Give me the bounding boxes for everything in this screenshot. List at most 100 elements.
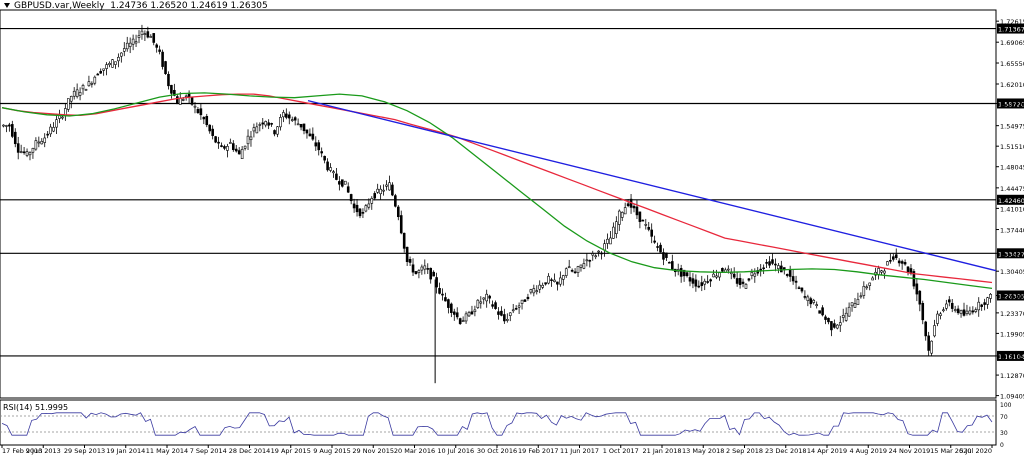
candle-body — [974, 309, 978, 312]
candle-body — [87, 81, 91, 87]
candle-body — [609, 237, 612, 245]
candle-body — [326, 161, 329, 171]
candle-body — [16, 143, 20, 153]
candle-body — [99, 71, 103, 74]
y-tick-label: 1.23370 — [1000, 310, 1024, 318]
candle-body — [184, 95, 188, 98]
candle-body — [868, 282, 872, 286]
candle-body — [317, 142, 321, 151]
candle-body — [567, 266, 571, 269]
candle-body — [234, 148, 238, 152]
candle-body — [467, 312, 471, 317]
candle-body — [208, 124, 212, 132]
candle-body — [411, 264, 415, 273]
candle-body — [479, 301, 483, 304]
y-tick-label: 1.37440 — [1000, 227, 1024, 235]
candle-body — [600, 252, 603, 255]
x-tick-label: 19 Feb 2017 — [518, 447, 558, 455]
candle-body — [950, 302, 954, 309]
candle-body — [261, 122, 265, 125]
candle-body — [11, 124, 14, 137]
candle-body — [650, 229, 653, 237]
candle-body — [96, 73, 100, 76]
moving-averages — [1, 92, 993, 290]
level-price-tag — [997, 98, 1024, 109]
candle-body — [688, 277, 692, 282]
candle-body — [202, 116, 206, 120]
candle-body — [181, 99, 185, 101]
candle-body — [741, 281, 745, 284]
candle-body — [423, 265, 427, 270]
candle-body — [706, 281, 709, 283]
x-tick-label: 20 Mar 2016 — [394, 447, 435, 455]
candle-body — [718, 272, 721, 278]
candle-body — [190, 97, 194, 105]
candle-body — [361, 212, 365, 214]
collapse-triangle-icon[interactable] — [4, 3, 10, 8]
candle-body — [25, 151, 29, 156]
candle-body — [771, 259, 774, 264]
candle-body — [983, 302, 986, 305]
candle-body — [721, 267, 724, 272]
y-tick-label: 1.26305 — [1000, 292, 1024, 300]
candle-body — [656, 246, 659, 248]
candle-body — [358, 208, 362, 217]
candle-body — [435, 277, 438, 288]
candle-body — [338, 181, 341, 185]
candle-body — [550, 279, 553, 281]
price-plot-area[interactable] — [0, 9, 997, 399]
candle-body — [117, 56, 120, 62]
candle-body — [52, 127, 55, 132]
candle-body — [570, 269, 574, 272]
candle-body — [632, 205, 636, 209]
candle-body — [635, 206, 639, 216]
price-axis: 1.72615 1.69065 1.65550 1.62010 1.58720 1.549… — [996, 18, 1024, 401]
candle-body — [844, 312, 848, 321]
y-tick-label: 1.44475 — [1000, 185, 1024, 193]
candle-body — [396, 206, 400, 218]
candle-body — [921, 302, 925, 321]
x-tick-label: 14 Apr 2019 — [807, 447, 847, 455]
candle-body — [282, 112, 285, 118]
candle-body — [850, 302, 854, 307]
chart-header: GBPUSD.var,Weekly 1.24736 1.26520 1.2461… — [4, 1, 268, 11]
x-tick-label: 28 Dec 2014 — [229, 447, 271, 455]
x-tick-label: 7 Sep 2014 — [190, 447, 227, 455]
candle-body — [685, 272, 689, 277]
candle-body — [55, 119, 58, 128]
candle-body — [759, 268, 763, 271]
rsi-plot-area[interactable] — [0, 399, 997, 446]
candle-body — [167, 73, 170, 87]
x-tick-label: 29 Nov 2015 — [352, 447, 394, 455]
candle-body — [270, 123, 273, 125]
candle-body — [662, 252, 665, 260]
candle-body — [833, 323, 836, 328]
candle-body — [597, 250, 600, 253]
candle-body — [576, 266, 580, 273]
candle-body — [152, 33, 156, 43]
x-tick-label: 23 Dec 2018 — [765, 447, 807, 455]
candle-body — [791, 276, 795, 282]
level-price-label: 1.42460 — [998, 197, 1024, 205]
candle-body — [2, 124, 5, 127]
candle-body — [102, 68, 105, 71]
descending-trendline — [307, 99, 997, 272]
candle-body — [585, 259, 589, 262]
level-price-label: 1.71367 — [998, 26, 1024, 34]
candle-body — [399, 215, 403, 234]
candle-body — [485, 293, 488, 302]
candle-body — [788, 269, 792, 277]
candle-body — [989, 293, 992, 299]
candle-body — [939, 313, 942, 316]
candle-body — [426, 268, 430, 270]
x-tick-label: 11 May 2014 — [146, 447, 188, 455]
level-price-label: 1.33427 — [998, 250, 1024, 258]
candle-body — [417, 270, 421, 273]
x-tick-label: 5 Jul 2020 — [959, 447, 992, 455]
candle-body — [352, 203, 356, 209]
y-tick-label: 1.33427 — [1000, 250, 1024, 258]
candle-body — [264, 121, 268, 126]
candle-body — [320, 151, 323, 154]
